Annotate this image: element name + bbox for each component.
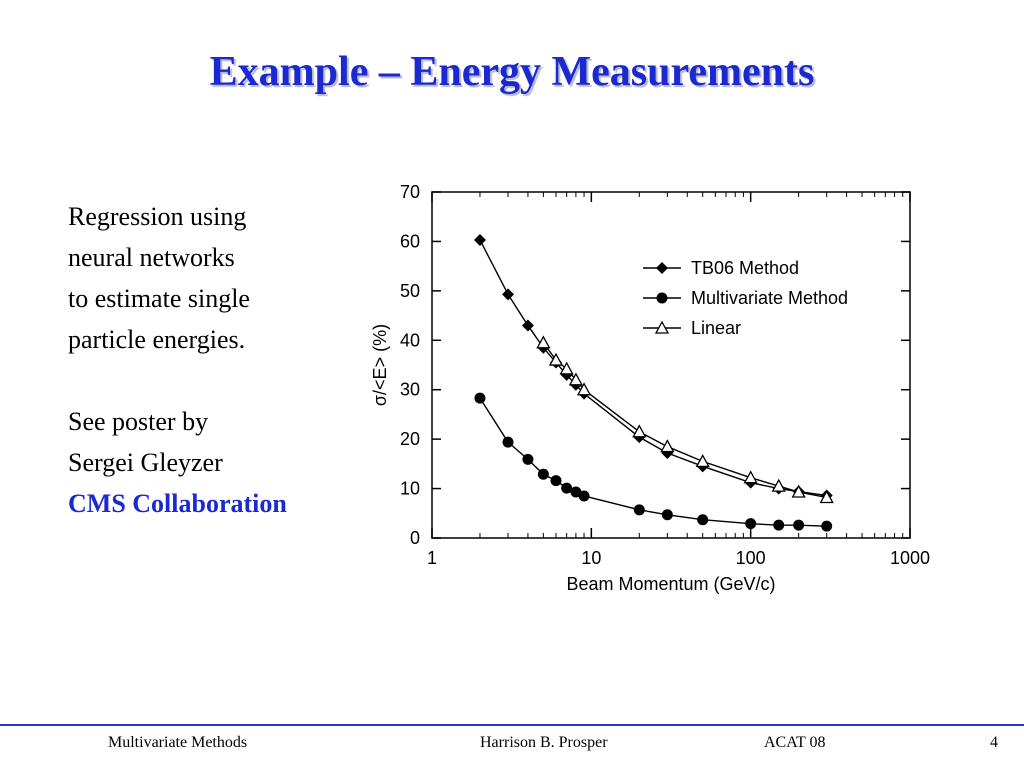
slide-title: Example – Energy Measurements (209, 49, 815, 95)
footer-rule (0, 724, 1024, 726)
y-axis-label: σ/<E> (%) (370, 324, 390, 406)
plot-frame (431, 191, 911, 539)
legend-marker (654, 320, 670, 334)
data-point (771, 478, 786, 492)
data-point (743, 470, 758, 484)
data-point (473, 233, 486, 246)
y-tick-label: 50 (400, 281, 420, 301)
data-point (548, 352, 564, 366)
data-point (632, 424, 647, 438)
y-tick-label: 0 (410, 528, 420, 548)
legend-marker (656, 262, 668, 274)
x-tick-label: 1000 (890, 548, 930, 568)
data-point (550, 475, 562, 487)
data-point (661, 509, 673, 521)
legend-marker (656, 292, 668, 304)
poster-line-2: Sergei Gleyzer (68, 448, 223, 477)
data-point (521, 319, 534, 332)
legend-label: Linear (691, 318, 741, 338)
data-point (773, 519, 785, 531)
data-point (570, 486, 582, 498)
y-tick-label: 70 (400, 182, 420, 202)
data-point (568, 372, 583, 386)
legend-label: Multivariate Method (691, 288, 848, 308)
series-2 (536, 335, 834, 504)
series-line (542, 342, 827, 499)
body-line-2: neural networks (68, 243, 235, 272)
series-1 (474, 392, 833, 532)
energy-resolution-chart: 0 10 20 30 40 50 60 70 1 10 100 1000 Beam Momentum (… (370, 182, 930, 594)
body-gap (68, 360, 287, 401)
y-tick-label: 30 (400, 380, 420, 400)
data-point (819, 490, 834, 504)
data-point (578, 490, 590, 502)
data-point (502, 436, 514, 448)
footer-event: ACAT 08 (764, 734, 826, 751)
y-tick-label: 60 (400, 231, 420, 251)
data-point (522, 453, 534, 465)
x-axis-label: Beam Momentum (GeV/c) (566, 574, 775, 594)
body-line-3: to estimate single (68, 284, 250, 313)
x-tick-label: 100 (736, 548, 766, 568)
y-tick-label: 40 (400, 330, 420, 350)
poster-line-1: See poster by (68, 407, 209, 436)
data-point (697, 514, 709, 526)
data-point (633, 504, 645, 516)
data-point (537, 468, 549, 480)
footer-presenter: Harrison B. Prosper (480, 734, 608, 751)
legend-label: TB06 Method (691, 258, 799, 278)
footer-left: Multivariate Methods (108, 734, 248, 751)
data-point (791, 484, 806, 498)
data-point (576, 382, 592, 396)
data-point (793, 519, 805, 531)
data-point (821, 520, 833, 532)
slide-body: Regression using neural networks to esti… (68, 196, 287, 524)
x-tick-label: 10 (581, 548, 601, 568)
data-point (695, 454, 710, 468)
data-point (745, 518, 757, 530)
data-point (536, 335, 551, 349)
y-tick-label: 20 (400, 429, 420, 449)
data-point (474, 392, 486, 404)
data-point (559, 361, 574, 375)
data-point (561, 482, 573, 494)
x-tick-label: 1 (427, 548, 437, 568)
data-point (502, 288, 515, 301)
body-line-1: Regression using (68, 202, 247, 231)
collaboration-name: CMS Collaboration (68, 489, 287, 518)
body-line-4: particle energies. (68, 325, 246, 354)
data-point (660, 439, 675, 453)
y-tick-label: 10 (400, 479, 420, 499)
footer-page-number: 4 (990, 734, 998, 751)
